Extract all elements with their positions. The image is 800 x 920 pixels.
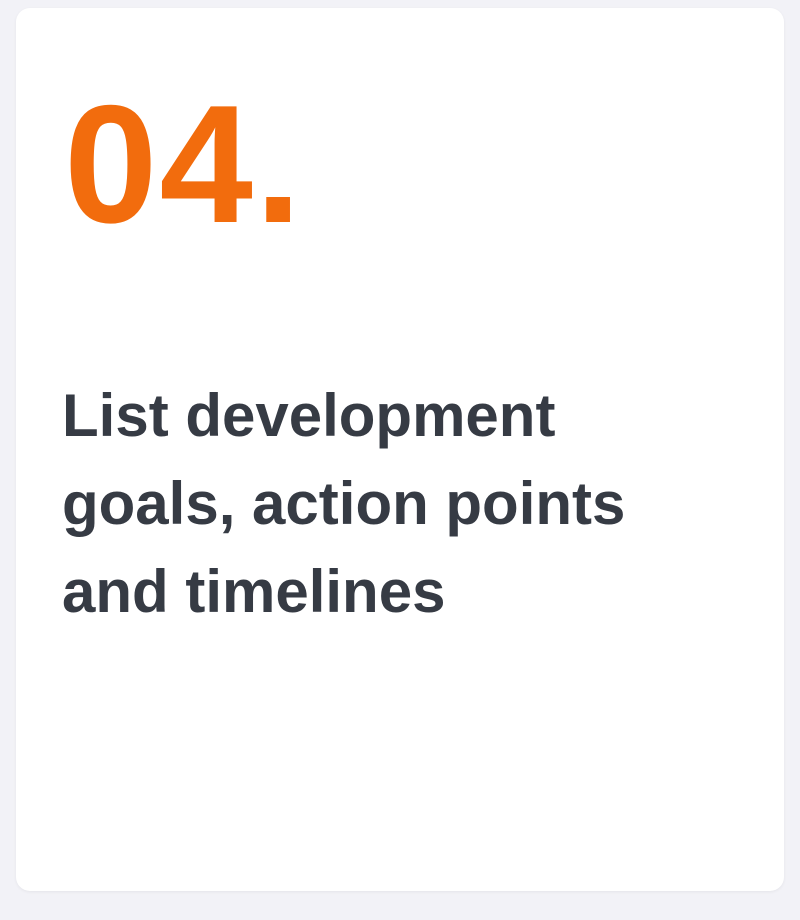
step-description: List development goals, action points an… [62,382,626,625]
step-number: 04. [64,70,304,258]
step-card: 04. List development goals, action point… [16,8,784,891]
